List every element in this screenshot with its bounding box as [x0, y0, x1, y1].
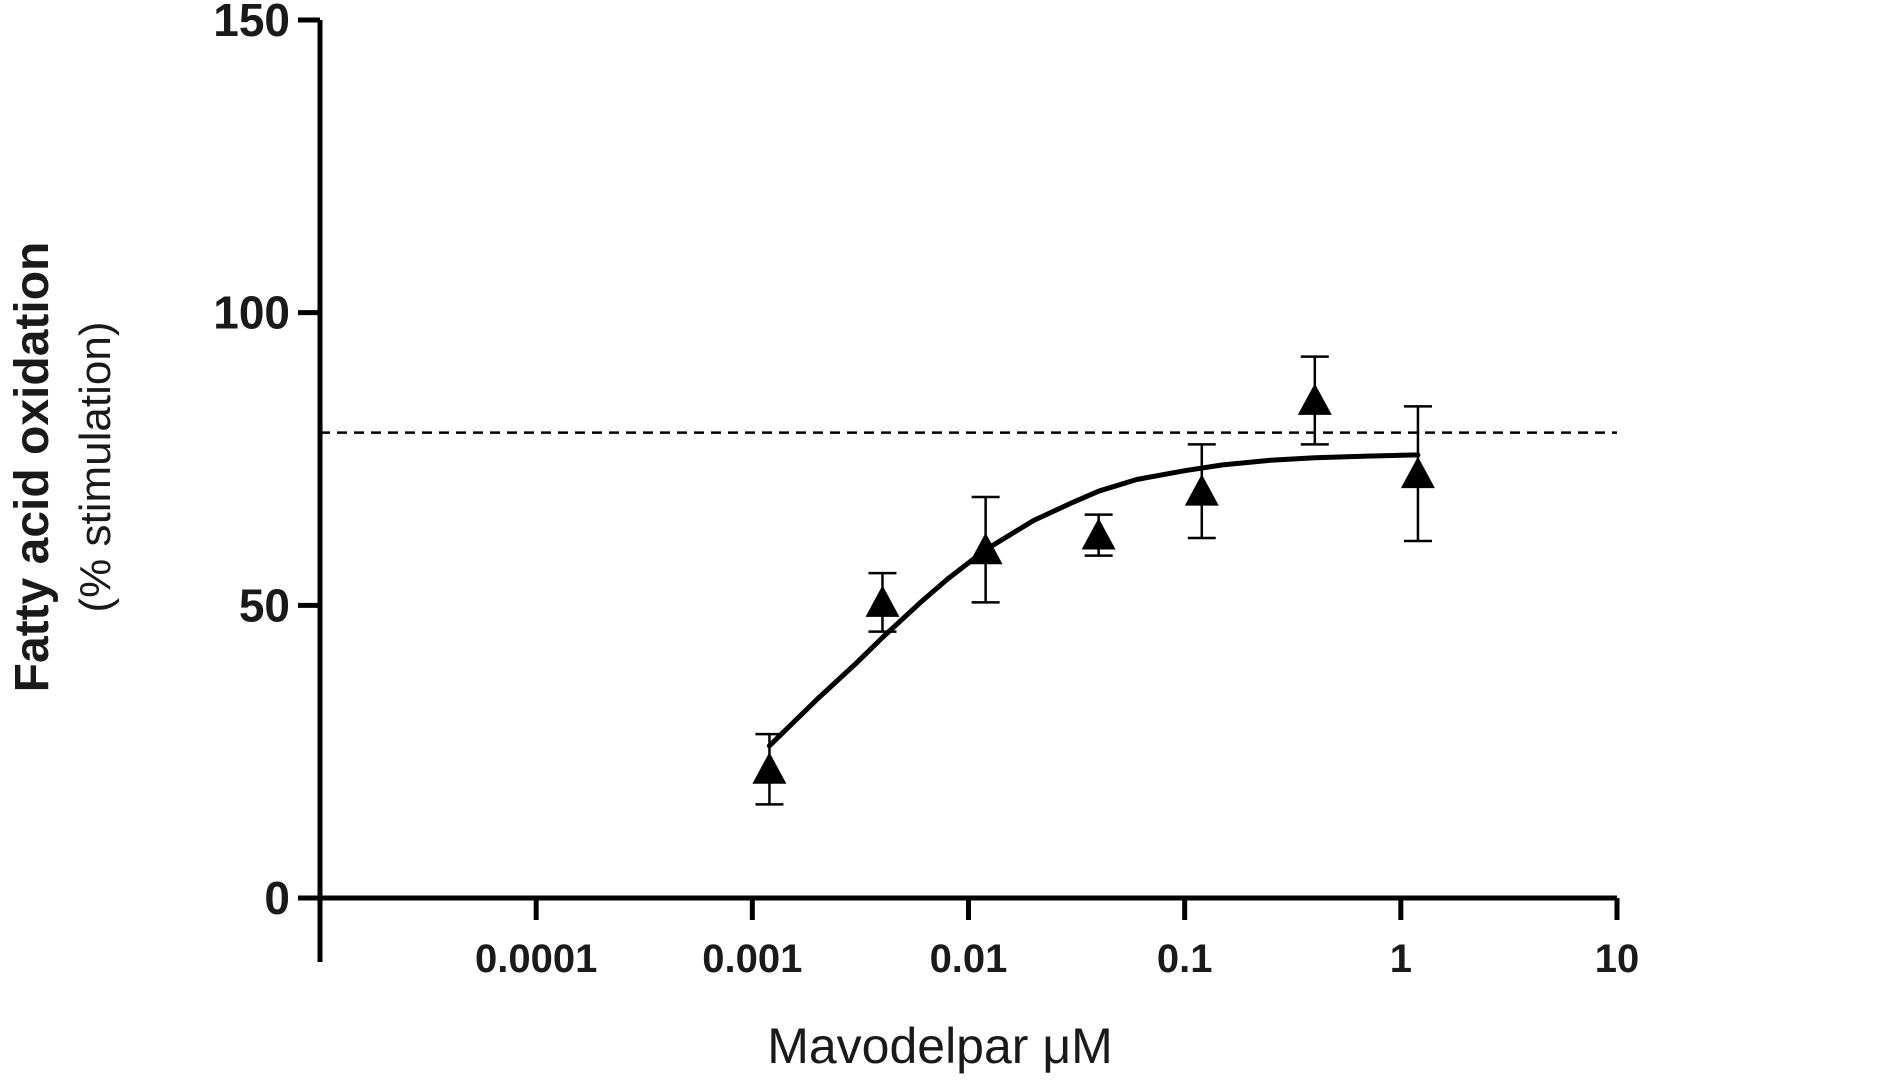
x-tick-label: 0.01 — [930, 937, 1008, 981]
y-axis-subtitle: (% stimulation) — [71, 322, 120, 613]
data-point-triangle — [968, 532, 1003, 565]
y-tick-label: 0 — [264, 872, 290, 924]
data-point-triangle — [752, 752, 787, 784]
x-ticks: 0.0001 0.001 0.01 0.1 1 10 — [475, 898, 1639, 981]
x-tick-label: 0.0001 — [475, 937, 597, 981]
x-tick-label: 10 — [1595, 937, 1640, 981]
y-tick-label: 50 — [239, 579, 290, 631]
data-point-triangle — [1400, 456, 1435, 489]
data-point-triangle — [1081, 518, 1116, 550]
error-bars — [755, 355, 1432, 806]
fit-curve-group — [766, 452, 1421, 749]
y-axis-title: Fatty acid oxidation — [6, 242, 59, 693]
x-tick-label: 0.1 — [1157, 937, 1213, 981]
x-tick-label: 0.001 — [702, 937, 802, 981]
data-markers — [752, 383, 1435, 784]
y-tick-label: 150 — [213, 0, 290, 46]
x-axis-title: Mavodelpar μM — [767, 1018, 1113, 1074]
fit-curve — [766, 452, 1421, 749]
y-ticks: 0 50 100 150 — [213, 0, 320, 924]
data-point-triangle — [1297, 383, 1332, 415]
axes — [317, 20, 1617, 962]
y-tick-label: 100 — [213, 287, 290, 339]
x-tick-label: 1 — [1390, 937, 1412, 981]
data-point-triangle — [865, 585, 900, 617]
data-point-triangle — [1184, 474, 1219, 506]
